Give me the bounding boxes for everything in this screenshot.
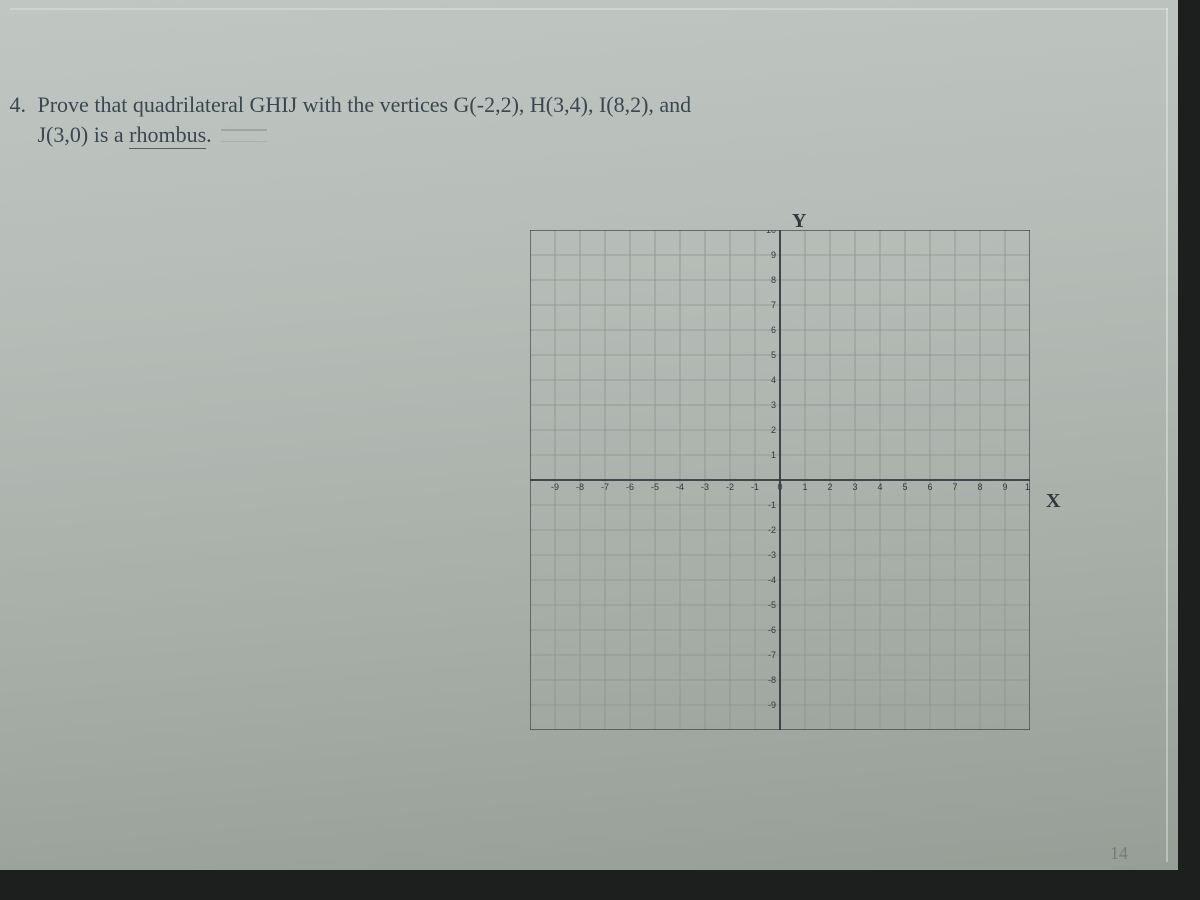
svg-text:2: 2	[771, 425, 776, 435]
svg-text:-8: -8	[576, 482, 584, 492]
coordinate-graph: Y X -9-8-7-6-5-4-3-2-1012345678910109876…	[500, 200, 1060, 760]
svg-text:-9: -9	[768, 700, 776, 710]
svg-text:-5: -5	[768, 600, 776, 610]
grid-svg-container: -9-8-7-6-5-4-3-2-10123456789101098765432…	[530, 230, 1030, 730]
question-keyword: rhombus	[129, 122, 206, 149]
svg-text:10: 10	[766, 230, 776, 235]
svg-text:-6: -6	[626, 482, 634, 492]
svg-text:-5: -5	[651, 482, 659, 492]
svg-text:-2: -2	[726, 482, 734, 492]
svg-text:4: 4	[877, 482, 882, 492]
svg-text:6: 6	[771, 325, 776, 335]
svg-text:-9: -9	[551, 482, 559, 492]
svg-text:9: 9	[771, 250, 776, 260]
svg-text:-3: -3	[768, 550, 776, 560]
svg-text:3: 3	[771, 400, 776, 410]
question-number: 4.	[0, 90, 26, 120]
svg-text:4: 4	[771, 375, 776, 385]
svg-text:8: 8	[977, 482, 982, 492]
document-page: 4. Prove that quadrilateral GHIJ with th…	[0, 0, 1178, 870]
svg-text:-7: -7	[768, 650, 776, 660]
svg-text:10: 10	[1025, 482, 1030, 492]
svg-text:9: 9	[1002, 482, 1007, 492]
svg-text:-1: -1	[768, 500, 776, 510]
question-line1: Prove that quadrilateral GHIJ with the v…	[38, 92, 692, 117]
svg-text:1: 1	[771, 450, 776, 460]
svg-text:-4: -4	[768, 575, 776, 585]
page-number: 14	[1110, 843, 1128, 864]
grid-svg: -9-8-7-6-5-4-3-2-10123456789101098765432…	[530, 230, 1030, 730]
svg-text:-8: -8	[768, 675, 776, 685]
svg-text:8: 8	[771, 275, 776, 285]
svg-text:3: 3	[852, 482, 857, 492]
svg-text:-4: -4	[676, 482, 684, 492]
svg-text:0: 0	[777, 482, 782, 492]
svg-text:-6: -6	[768, 625, 776, 635]
svg-text:-1: -1	[751, 482, 759, 492]
question-line2-post: .	[206, 122, 212, 147]
svg-text:5: 5	[771, 350, 776, 360]
svg-text:7: 7	[771, 300, 776, 310]
eraser-smudge	[221, 129, 267, 142]
svg-text:2: 2	[827, 482, 832, 492]
svg-text:1: 1	[802, 482, 807, 492]
question-line2-pre: J(3,0) is a	[38, 122, 130, 147]
svg-text:-3: -3	[701, 482, 709, 492]
question-block: 4. Prove that quadrilateral GHIJ with th…	[0, 90, 838, 149]
svg-text:5: 5	[902, 482, 907, 492]
svg-text:6: 6	[927, 482, 932, 492]
x-axis-label: X	[1046, 490, 1060, 513]
svg-text:-2: -2	[768, 525, 776, 535]
svg-text:7: 7	[952, 482, 957, 492]
svg-text:-7: -7	[601, 482, 609, 492]
question-text: Prove that quadrilateral GHIJ with the v…	[38, 90, 692, 149]
monitor-frame: 4. Prove that quadrilateral GHIJ with th…	[0, 0, 1200, 900]
